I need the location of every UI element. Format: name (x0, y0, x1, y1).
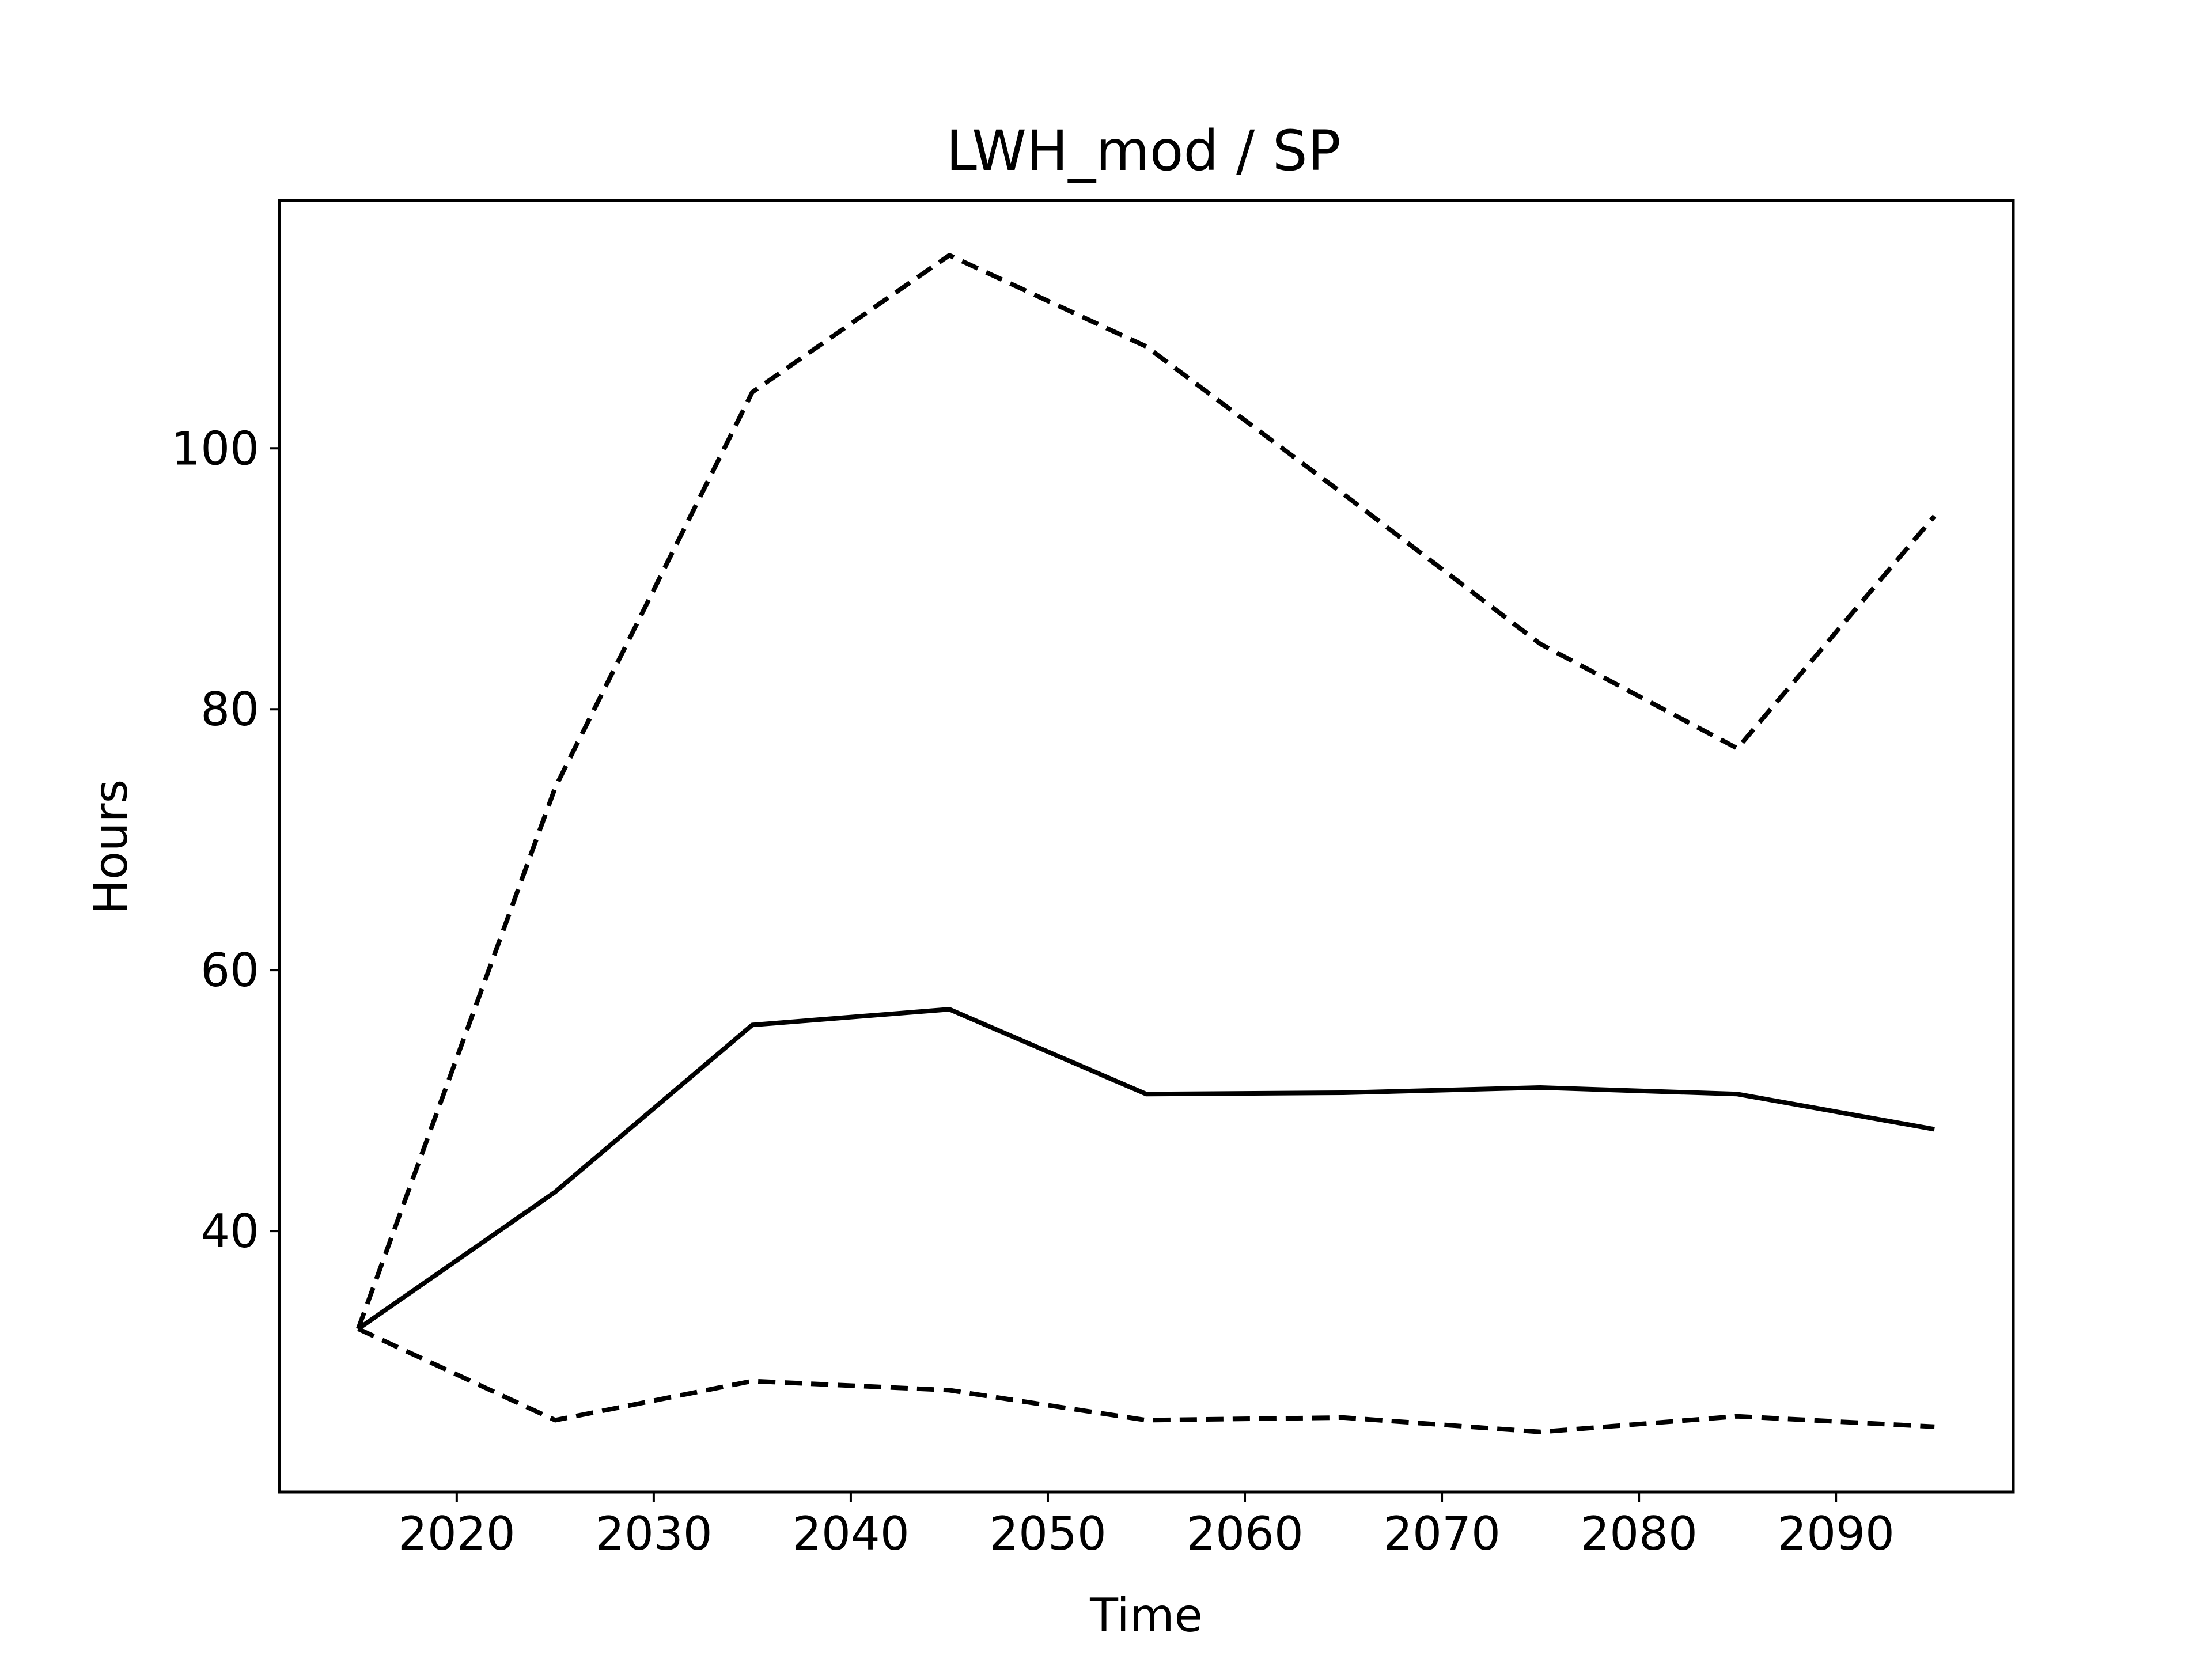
y-tick-label: 80 (200, 683, 259, 736)
x-tick-label: 2040 (792, 1507, 910, 1560)
y-tick-label: 100 (171, 422, 259, 475)
series-line-3 (357, 1327, 1935, 1434)
series-line-1 (357, 1007, 1935, 1331)
series-layer (356, 253, 1937, 1434)
series-line-2 (356, 253, 1937, 1330)
x-tick-label: 2030 (595, 1507, 713, 1560)
y-axis-label: Hours (84, 779, 138, 914)
x-axis-label: Time (1089, 1589, 1203, 1642)
chart-title: LWH_mod / SP (946, 119, 1340, 183)
x-axis-ticks: 2020 2030 2040 2050 2060 2070 2080 2090 (398, 1492, 1895, 1560)
x-tick-label: 2080 (1580, 1507, 1698, 1560)
y-axis-ticks: 40 60 80 100 (171, 422, 279, 1258)
x-tick-label: 2060 (1186, 1507, 1304, 1560)
x-tick-label: 2020 (398, 1507, 516, 1560)
x-tick-label: 2070 (1383, 1507, 1501, 1560)
plot-area-frame (278, 199, 2015, 1494)
x-tick-label: 2050 (989, 1507, 1107, 1560)
x-tick-label: 2090 (1777, 1507, 1895, 1560)
y-tick-label: 40 (200, 1205, 259, 1258)
y-tick-label: 60 (200, 944, 259, 997)
